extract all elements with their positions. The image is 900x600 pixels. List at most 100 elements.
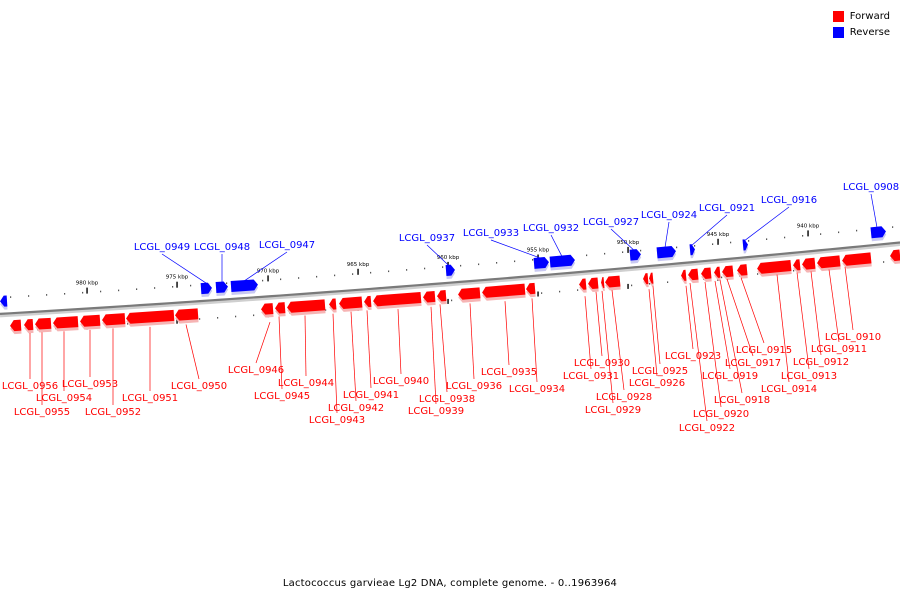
gene-labels: LCGL_0949 LCGL_0948 LCGL_0947 LCGL_0937 LCGL…	[2, 182, 899, 434]
gene-body	[80, 314, 101, 327]
scale-dot	[559, 290, 561, 293]
forward-gene-leader	[714, 280, 731, 370]
gene-body	[445, 264, 455, 277]
scale-dot	[298, 277, 300, 279]
forward-gene-arrow	[688, 268, 699, 284]
scale-dot	[172, 286, 174, 288]
gene-body	[643, 273, 649, 285]
forward-gene-leader	[584, 296, 592, 370]
forward-label: Forward	[849, 11, 890, 22]
reverse-gene-label: LCGL_0908	[843, 182, 899, 193]
legend-reverse: Reverse	[832, 25, 890, 40]
gene-body	[275, 302, 286, 314]
scale-dot	[478, 263, 480, 266]
reverse-gene-label: LCGL_0932	[523, 223, 579, 234]
forward-gene-arrow	[737, 264, 748, 279]
gene-body	[423, 290, 436, 303]
forward-gene-arrow	[53, 316, 79, 332]
forward-gene-label: LCGL_0941	[343, 390, 399, 401]
gene-body	[53, 316, 79, 329]
forward-gene-leader	[332, 313, 338, 414]
gene-body	[437, 290, 447, 302]
gene-body	[175, 308, 199, 321]
reverse-gene-arrow	[656, 246, 677, 262]
gene-body	[339, 296, 363, 309]
scale-tick-label: 945 kbp	[707, 232, 730, 238]
forward-gene-leader	[304, 315, 307, 377]
gene-body	[200, 282, 212, 295]
gene-body	[701, 267, 712, 279]
forward-gene-arrow	[802, 257, 816, 273]
scale-dot	[64, 293, 66, 295]
reverse-gene-leader	[744, 206, 790, 241]
reverse-gene-arrow	[445, 264, 456, 280]
scale-dot	[730, 241, 732, 244]
forward-gene-leader	[648, 289, 658, 377]
forward-gene-arrow	[35, 317, 52, 333]
scale-dot	[640, 249, 642, 252]
scale-tick-label: 980 kbp	[76, 281, 99, 287]
gene-body	[656, 246, 676, 259]
scale-dot	[460, 264, 462, 267]
scale-dot	[28, 295, 30, 297]
scale-dot	[253, 314, 255, 317]
forward-gene-label: LCGL_0943	[309, 415, 365, 426]
forward-gene-label: LCGL_0956	[2, 381, 58, 392]
forward-gene-leader	[255, 321, 271, 364]
forward-gene-arrow	[423, 290, 436, 306]
forward-gene-arrow	[890, 249, 900, 265]
legend-forward: Forward	[832, 9, 890, 24]
reverse-gene-arrow	[200, 282, 213, 298]
scale-dot	[217, 317, 219, 319]
forward-gene-label: LCGL_0938	[419, 394, 475, 405]
scale-dot	[757, 273, 759, 275]
reverse-gene-arrow	[629, 249, 642, 264]
scale-tick	[537, 291, 539, 297]
forward-gene-arrow	[437, 290, 447, 305]
scale-dot	[748, 240, 750, 242]
scale-tick	[86, 287, 88, 294]
forward-gene-leader	[185, 324, 200, 380]
scale-tick-label: 975 kbp	[166, 275, 189, 281]
scale-dot	[793, 269, 795, 272]
scale-dot	[100, 290, 102, 293]
reverse-gene-leader	[691, 214, 728, 246]
gene-body	[722, 265, 734, 278]
scale-dot	[856, 229, 858, 232]
forward-gene-label: LCGL_0946	[228, 365, 284, 376]
forward-gene-leader	[828, 269, 840, 343]
gene-body	[629, 249, 641, 261]
gene-body	[126, 309, 175, 324]
reverse-gene-label: LCGL_0933	[463, 228, 519, 239]
scale-tick	[357, 268, 359, 275]
forward-gene-leader	[430, 306, 437, 405]
reverse-gene-arrow	[533, 257, 550, 272]
scale-ticks: 980 kbp 975 kbp 970 kbp 965 kbp 960 kbp 955 k…	[76, 223, 820, 330]
scale-dot	[118, 289, 120, 292]
reverse-gene-label: LCGL_0916	[761, 195, 817, 206]
backbone-line	[0, 241, 900, 315]
forward-gene-arrow	[364, 295, 372, 311]
scale-dot	[10, 296, 12, 298]
forward-gene-arrow	[681, 269, 687, 284]
forward-gene-label: LCGL_0917	[725, 358, 781, 369]
reverse-gene-arrow	[742, 239, 749, 254]
scale-dot	[352, 273, 354, 275]
forward-gene-arrow	[339, 296, 363, 312]
gene-body	[230, 279, 258, 293]
gene-body	[870, 226, 886, 239]
scale-tick	[176, 318, 178, 324]
gene-body	[649, 272, 654, 284]
gene-body	[329, 298, 337, 310]
forward-gene-label: LCGL_0914	[761, 384, 817, 395]
scale-tick-label: 955 kbp	[527, 248, 550, 254]
forward-gene-label: LCGL_0942	[328, 403, 384, 414]
gene-body	[688, 268, 699, 281]
legend: Forward Reverse	[832, 9, 890, 41]
scale-dot	[649, 283, 651, 285]
forward-gene-leader	[726, 278, 754, 357]
gene-body	[793, 259, 801, 271]
forward-gene-arrow	[24, 318, 34, 334]
scale-tick	[627, 246, 629, 253]
